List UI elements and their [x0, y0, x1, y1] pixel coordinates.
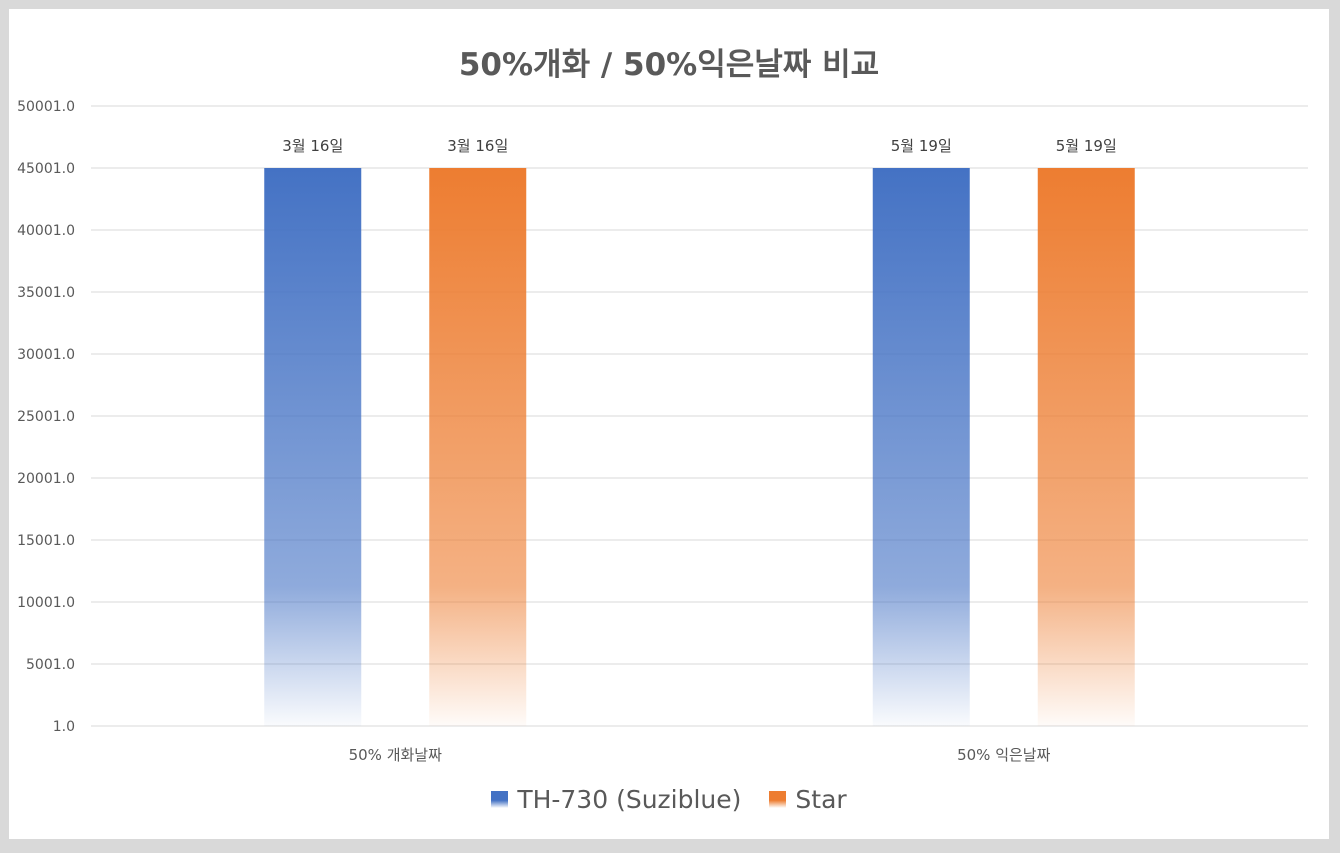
y-tick-label: 20001.0: [17, 471, 75, 487]
y-tick-label: 35001.0: [17, 285, 75, 301]
bar-2-2: [1037, 168, 1135, 726]
y-tick-label: 50001.0: [17, 99, 75, 115]
chart-title: 50%개화 / 50%익은날짜 비교: [458, 47, 880, 83]
legend-item-series-1: TH-730 (Suziblue): [491, 785, 741, 814]
data-label: 5월 19일: [1056, 137, 1117, 155]
y-tick-label: 1.0: [53, 719, 75, 735]
y-tick-label: 15001.0: [17, 533, 75, 549]
y-tick-label: 25001.0: [17, 409, 75, 425]
legend-label-series-2: Star: [795, 785, 847, 814]
legend-swatch-series-1: [491, 791, 509, 808]
data-label: 5월 19일: [891, 137, 952, 155]
data-labels: 3월 16일 3월 16일 5월 19일 5월 19일: [282, 137, 1117, 155]
bar-1-1: [264, 168, 362, 726]
bars: [264, 168, 1135, 726]
bar-1-2: [872, 168, 970, 726]
x-axis-ticks: 50% 개화날짜 50% 익은날짜: [349, 746, 1051, 764]
legend-swatch-series-2: [769, 791, 787, 808]
y-tick-label: 10001.0: [17, 595, 75, 611]
y-tick-label: 30001.0: [17, 347, 75, 363]
y-axis-ticks: 1.0 5001.0 10001.0 15001.0 20001.0 25001.0 300…: [17, 99, 75, 735]
y-tick-label: 45001.0: [17, 161, 75, 177]
x-tick-label: 50% 개화날짜: [349, 746, 443, 764]
data-label: 3월 16일: [447, 137, 508, 155]
legend: TH-730 (Suziblue) Star: [9, 785, 1329, 814]
y-tick-label: 40001.0: [17, 223, 75, 239]
data-label: 3월 16일: [282, 137, 343, 155]
x-tick-label: 50% 익은날짜: [957, 746, 1051, 764]
chart-frame: 50%개화 / 50%익은날짜 비교 1.0 5001.0 10001.0 15001…: [9, 9, 1329, 839]
y-tick-label: 5001.0: [26, 657, 75, 673]
bar-2-1: [429, 168, 527, 726]
legend-label-series-1: TH-730 (Suziblue): [517, 785, 742, 814]
legend-item-series-2: Star: [769, 785, 847, 814]
plot-area: 1.0 5001.0 10001.0 15001.0 20001.0 25001.0 300…: [17, 99, 1308, 764]
